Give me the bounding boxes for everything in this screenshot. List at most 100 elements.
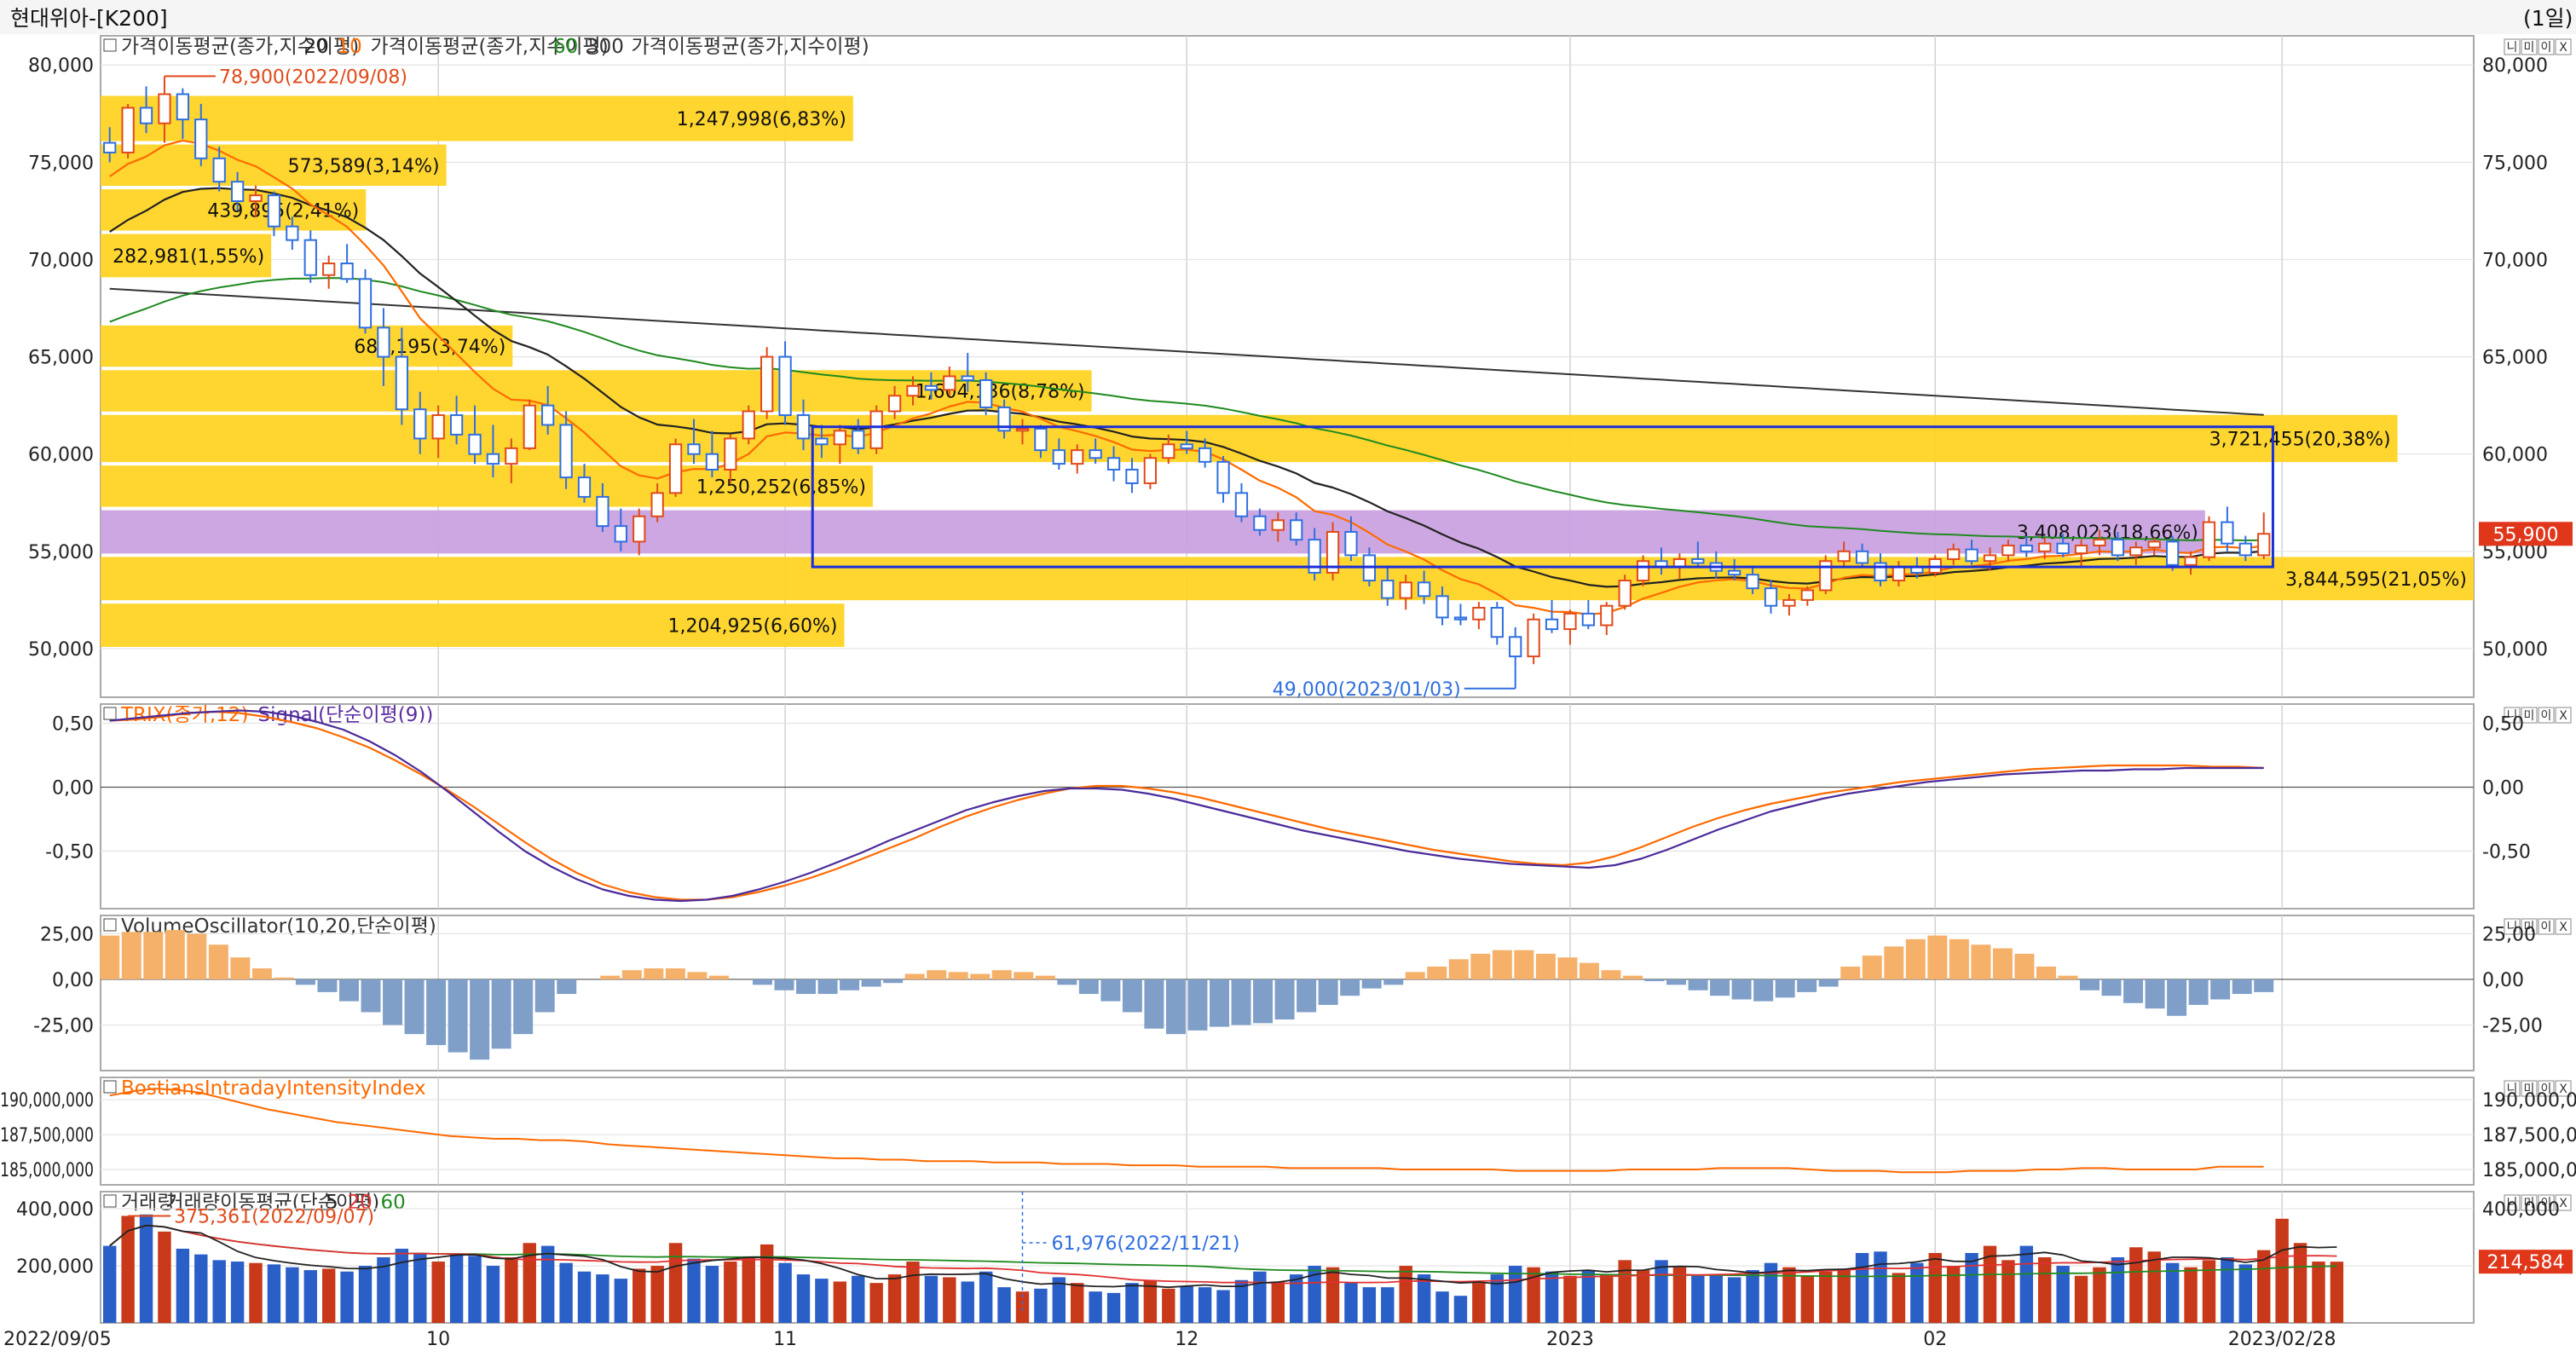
x-tick-label: 12 [1175,1329,1198,1350]
legend-text: 거래량 [121,1192,175,1214]
vo-bar [1840,966,1861,979]
vo-bar [644,968,664,979]
volume-ma-60 [109,1224,2337,1278]
vo-bar [2145,979,2165,1009]
candle-body [1800,589,1814,601]
volume-profile-bar [101,370,1092,412]
candle-body [340,263,354,280]
legend-checkbox [103,1194,117,1208]
panel-button[interactable] [2504,918,2521,935]
y-tick-label: 0,50 [52,714,94,736]
candle-body [1636,560,1650,582]
volume-bar [1435,1291,1449,1323]
vo-bar [100,935,120,979]
panel-button-label: 이 [2541,709,2552,723]
volume-profile-bar [101,465,873,507]
vo-bar [687,972,708,979]
y-tick-label: -25,00 [33,1015,94,1037]
legend-text: TRIX(종가,12) [120,704,248,726]
panel-button[interactable] [2555,1080,2572,1097]
vo-bar [904,973,925,979]
panel-button[interactable] [2504,1080,2521,1097]
legend-text: 300 [586,36,624,58]
y-tick-label: 400,000 [16,1199,94,1221]
volume-bar [577,1271,592,1323]
panel-button[interactable] [2521,38,2538,55]
candle-body [1180,443,1193,449]
candle-body [724,437,737,471]
candle-body [1417,581,1431,598]
y-tick-label: 80,000 [2482,55,2548,77]
legend-trix: TRIX(종가,12) Signal(단순이평(9)) [103,704,433,726]
legend-text: 20 [348,1192,373,1214]
panel-button[interactable] [2555,1194,2572,1211]
candle-body [2019,544,2033,552]
vo-bar [448,979,468,1053]
vo-bar [948,972,968,979]
candle-body [1691,557,1705,564]
panel-button[interactable] [2504,1194,2521,1211]
vo-bar [883,979,904,984]
candles [103,84,2271,668]
volume-bar [1672,1267,1687,1323]
vo-bar [1274,979,1295,1020]
y-tick-label: -0,50 [45,842,94,863]
vo-bar [1361,979,1382,989]
candle-body [158,93,171,124]
volume-bar [1253,1271,1267,1323]
candle-body [486,453,500,465]
candle-body [1453,616,1468,621]
vo-bar [1035,975,1055,979]
candle-body [2111,539,2125,557]
volume-bar [1709,1274,1723,1323]
vo-bar [317,979,338,992]
panel-button[interactable] [2538,1080,2555,1097]
volume-bar [1655,1260,1668,1323]
candle-body [194,118,208,159]
x-tick-label: 2023/02/28 [2228,1329,2336,1350]
bii-line [109,1088,2264,1174]
candle-body [687,443,701,455]
panel-button[interactable] [2538,707,2555,724]
price-annotations: 78,900(2022/09/08) 49,000(2023/01/03) [163,66,1516,701]
candle-body [230,181,245,202]
panel-button-label: X [2559,709,2567,723]
volume-bar [2238,1264,2253,1323]
y-tick-label: 75,000 [2482,153,2548,174]
trix-line [109,710,2264,901]
vo-bar [621,970,642,979]
y-tick-label: 50,000 [28,639,94,661]
volume-bar [1308,1266,1321,1323]
panel-border [100,915,2475,1071]
panel-button[interactable] [2538,38,2555,55]
panel-button[interactable] [2521,918,2538,935]
volume-bar [906,1262,920,1323]
panel-button[interactable] [2521,707,2538,724]
panel-button[interactable] [2538,918,2555,935]
panel-button[interactable] [2521,1080,2538,1097]
volume-bar [449,1254,464,1323]
volume-profile-label: 439,895(2,41%) [207,200,359,222]
panel-button[interactable] [2504,707,2521,724]
panel-button[interactable] [2555,707,2572,724]
panel-button[interactable] [2521,1194,2538,1211]
volume-bar [194,1254,208,1323]
volume-profile-label: 683,195(3,74%) [354,337,505,358]
panel-button[interactable] [2538,1194,2555,1211]
volume-bar [1508,1266,1522,1323]
legend-text: 가격이동평균(종가,지수이평) [121,36,359,58]
vo-bar [1927,935,1948,979]
volume-bar [1490,1274,1504,1323]
candle-body [815,437,829,446]
volume-bar [1106,1292,1121,1323]
y-tick-label: 0,00 [52,778,94,800]
vo-bar [2080,979,2100,990]
legend-checkbox [103,707,117,720]
volume-profile-bar [101,234,272,278]
current-price-tag [2479,522,2573,546]
panel-button[interactable] [2555,918,2572,935]
panel-button[interactable] [2504,38,2521,55]
panel-button[interactable] [2555,38,2572,55]
x-tick-label: 11 [773,1329,797,1350]
